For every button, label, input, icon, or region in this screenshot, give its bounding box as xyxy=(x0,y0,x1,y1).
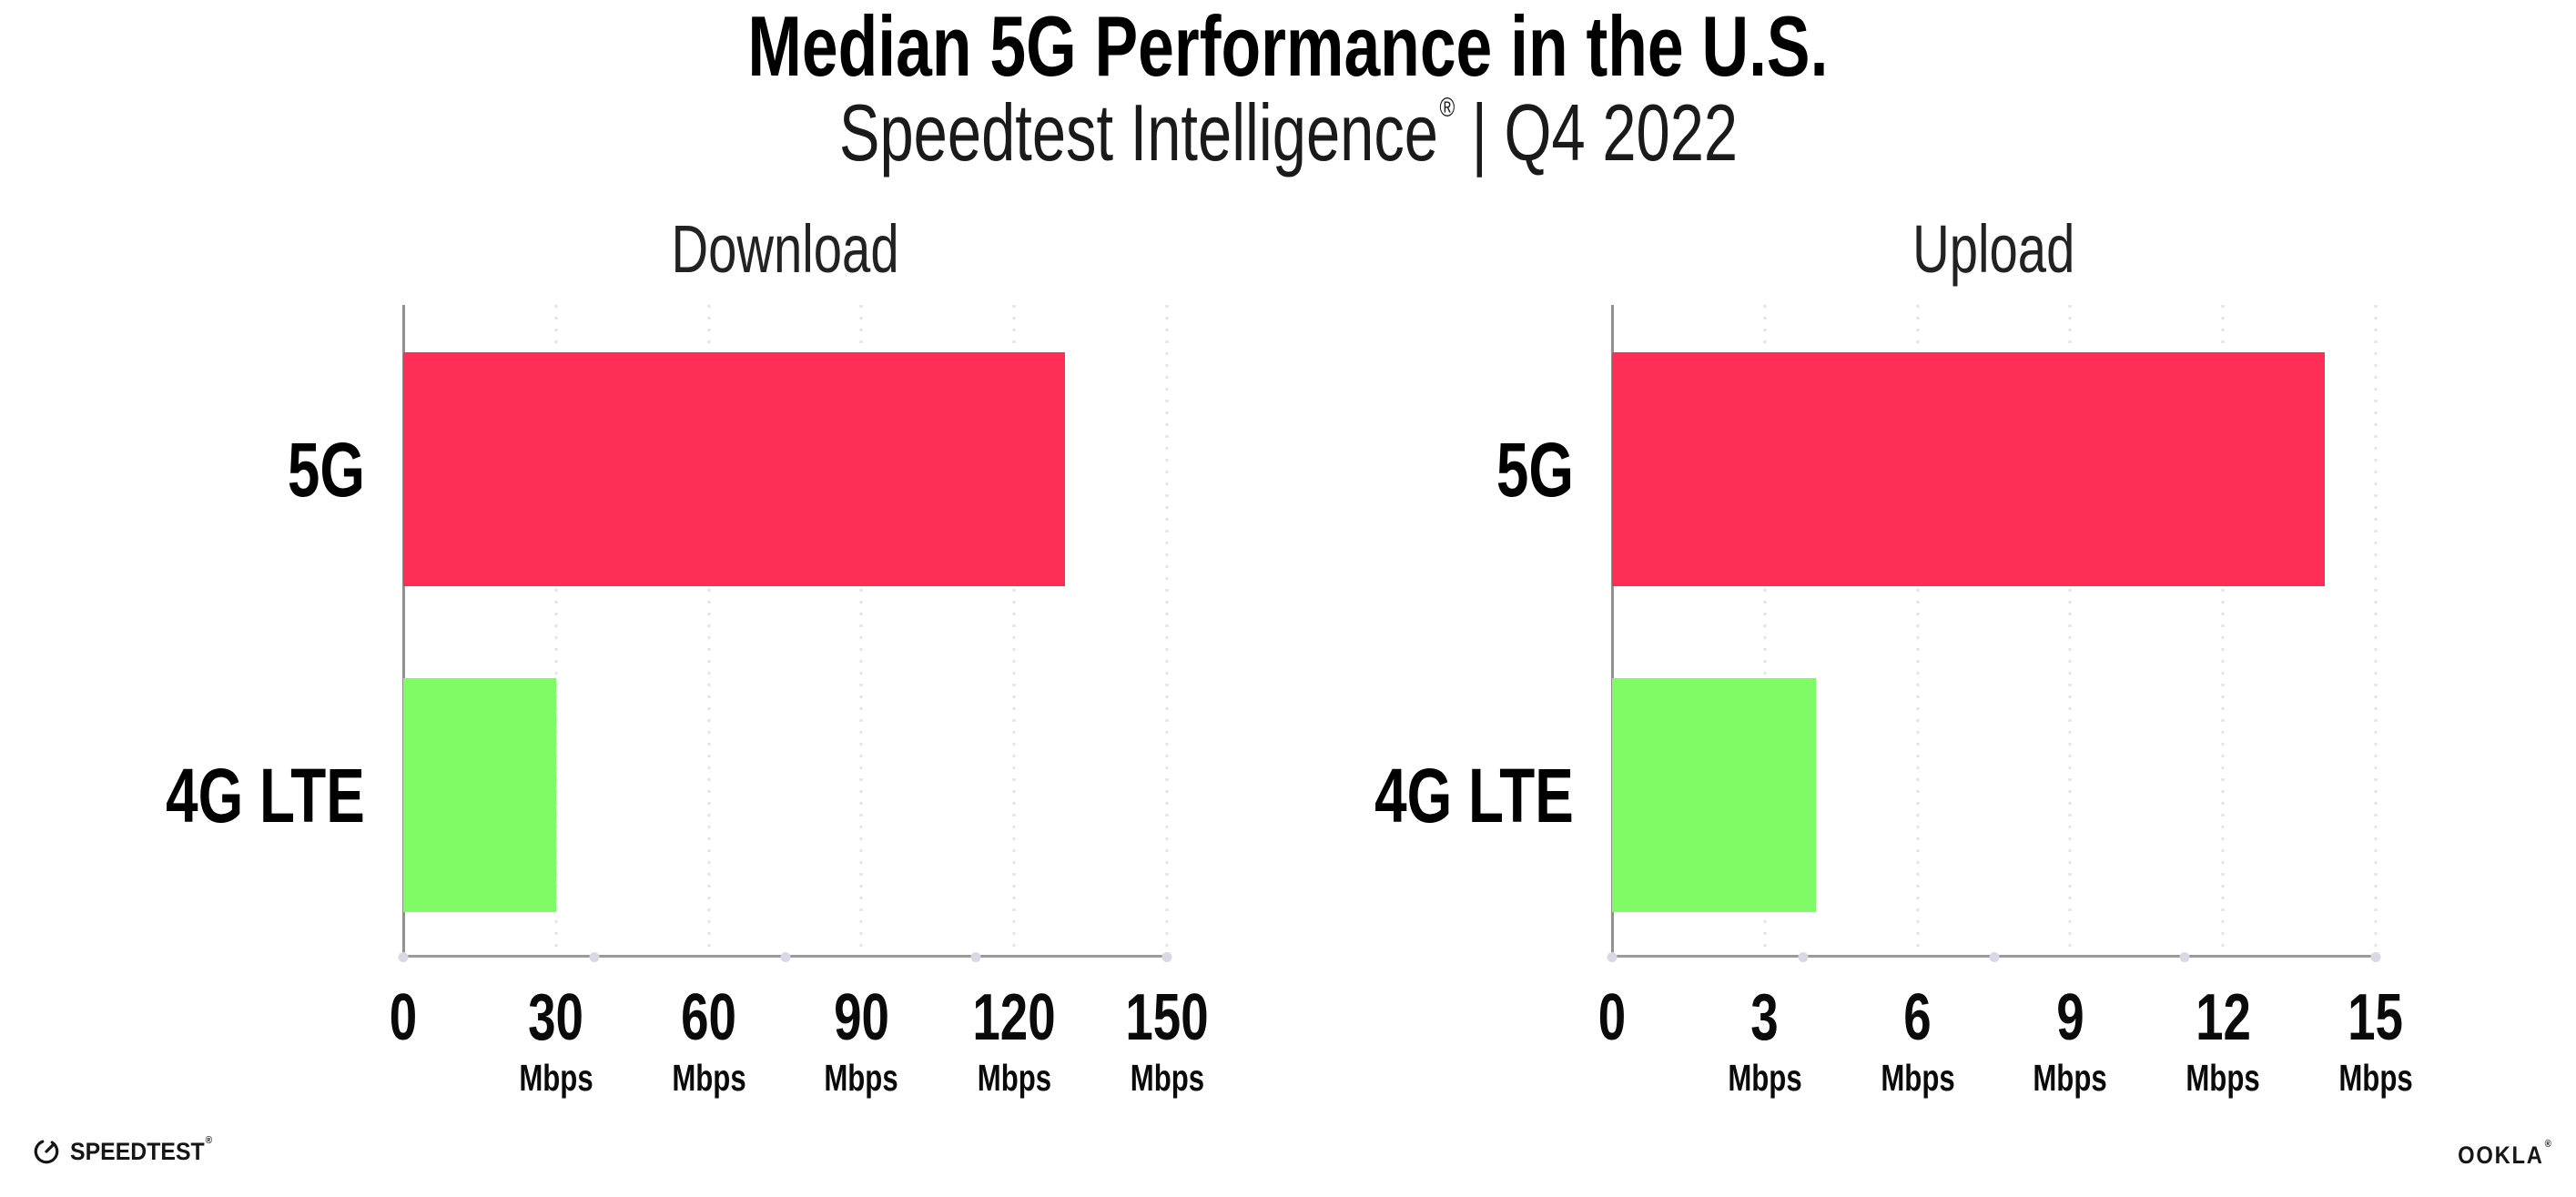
gridline-3 xyxy=(1763,305,1767,956)
bar-4g-lte xyxy=(1612,678,1816,912)
axis-dot xyxy=(970,952,981,962)
axis-dot xyxy=(1607,952,1618,962)
x-tick-unit: Mbps xyxy=(671,1057,746,1099)
x-tick-150: 150 Mbps xyxy=(1112,956,1222,1097)
gridline-6 xyxy=(1916,305,1920,956)
x-tick-value: 120 xyxy=(972,981,1056,1054)
y-axis-line xyxy=(402,305,405,956)
gridline-9 xyxy=(2068,305,2072,956)
ookla-wordmark: OOKLA® xyxy=(2458,1140,2552,1169)
category-label-text: 5G xyxy=(287,426,365,512)
axis-dot xyxy=(1798,952,1809,962)
speedtest-gauge-icon xyxy=(33,1138,60,1165)
x-tick-unit: Mbps xyxy=(1130,1057,1204,1099)
gridline-60 xyxy=(707,305,711,956)
category-label-4g-lte: 4G LTE xyxy=(1312,757,1574,834)
x-tick-value: 60 xyxy=(681,981,737,1054)
x-tick-90: 90 Mbps xyxy=(813,956,910,1097)
speedtest-wordmark: SPEEDTEST® xyxy=(70,1135,212,1165)
page-title: Median 5G Performance in the U.S. xyxy=(0,4,2576,89)
download-chart-title: Download xyxy=(403,216,1167,283)
download-chart: Download 5G 4G LTE 0 30 Mbps 60 Mbps 90 Mbps 120… xyxy=(166,216,1208,1097)
ookla-registered-mark-icon: ® xyxy=(2544,1139,2553,1150)
axis-dot xyxy=(1989,952,1999,962)
x-tick-60: 60 Mbps xyxy=(660,956,757,1097)
page-title-text: Median 5G Performance in the U.S. xyxy=(747,0,1829,94)
gridline-30 xyxy=(554,305,558,956)
x-tick-value: 3 xyxy=(1750,981,1780,1054)
x-tick-unit: Mbps xyxy=(2338,1057,2413,1099)
x-tick-15: 15 Mbps xyxy=(2327,956,2424,1097)
category-label-4g-lte: 4G LTE xyxy=(103,757,365,834)
x-tick-unit: Mbps xyxy=(2033,1057,2108,1099)
x-tick-unit: Mbps xyxy=(977,1057,1051,1099)
axis-dot xyxy=(2179,952,2190,962)
axis-dot xyxy=(780,952,790,962)
upload-chart-title: Upload xyxy=(1612,216,2376,283)
ookla-logo: OOKLA® xyxy=(2445,1140,2552,1169)
download-chart-title-text: Download xyxy=(671,211,899,287)
x-tick-3: 3 Mbps xyxy=(1716,956,1813,1097)
speedtest-wordmark-text: SPEEDTEST xyxy=(70,1137,205,1165)
x-tick-unit: Mbps xyxy=(1880,1057,1955,1099)
x-tick-value: 12 xyxy=(2195,981,2251,1054)
x-tick-value: 0 xyxy=(1597,981,1627,1054)
bar-5g xyxy=(403,352,1066,586)
x-tick-120: 120 Mbps xyxy=(959,956,1069,1097)
bar-5g xyxy=(1612,352,2326,586)
y-axis-line xyxy=(1611,305,1614,956)
axis-dot xyxy=(1161,952,1172,962)
subtitle-period: | Q4 2022 xyxy=(1471,87,1738,178)
upload-chart-title-text: Upload xyxy=(1912,211,2075,287)
x-tick-30: 30 Mbps xyxy=(507,956,604,1097)
ookla-wordmark-text: OOKLA xyxy=(2458,1141,2545,1169)
x-tick-value: 30 xyxy=(528,981,584,1054)
gridline-15 xyxy=(2374,305,2378,956)
download-x-ticks: 0 30 Mbps 60 Mbps 90 Mbps 120 Mbps 150 Mbps xyxy=(390,956,1209,1101)
x-tick-value: 6 xyxy=(1903,981,1932,1054)
axis-dot xyxy=(589,952,600,962)
x-tick-0: 0 xyxy=(1594,956,1630,1050)
upload-plot-area: 5G 4G LTE xyxy=(1374,305,2381,962)
x-tick-unit: Mbps xyxy=(824,1057,899,1099)
x-tick-value: 150 xyxy=(1125,981,1209,1054)
bar-4g-lte xyxy=(403,678,556,912)
axis-dot xyxy=(2370,952,2381,962)
category-label-5g: 5G xyxy=(1472,431,1574,508)
x-tick-6: 6 Mbps xyxy=(1869,956,1966,1097)
upload-x-ticks: 0 3 Mbps 6 Mbps 9 Mbps 12 Mbps 15 Mbps xyxy=(1598,956,2413,1101)
subtitle-brand: Speedtest Intelligence xyxy=(838,87,1438,178)
x-tick-value: 15 xyxy=(2348,981,2404,1054)
x-tick-value: 90 xyxy=(833,981,889,1054)
axis-dot xyxy=(398,952,409,962)
x-tick-unit: Mbps xyxy=(1728,1057,1802,1099)
x-tick-12: 12 Mbps xyxy=(2175,956,2272,1097)
x-tick-9: 9 Mbps xyxy=(2022,956,2119,1097)
x-tick-0: 0 xyxy=(385,956,421,1050)
registered-mark-icon: ® xyxy=(1439,93,1455,123)
gridline-12 xyxy=(2221,305,2225,956)
speedtest-logo: SPEEDTEST® xyxy=(33,1135,224,1165)
upload-chart: Upload 5G 4G LTE 0 3 Mbps 6 Mbps 9 Mbps 12 Mbps 15… xyxy=(1374,216,2412,1097)
category-label-text: 4G LTE xyxy=(166,752,365,838)
subtitle-inner: Speedtest Intelligence® | Q4 2022 xyxy=(838,93,1737,173)
x-tick-value: 9 xyxy=(2056,981,2084,1054)
category-label-text: 5G xyxy=(1496,426,1574,512)
speedtest-registered-mark-icon: ® xyxy=(205,1134,213,1146)
category-label-text: 4G LTE xyxy=(1374,752,1574,838)
gridline-150 xyxy=(1165,305,1169,956)
download-plot-area: 5G 4G LTE xyxy=(166,305,1172,962)
x-tick-value: 0 xyxy=(389,981,418,1054)
x-tick-unit: Mbps xyxy=(519,1057,593,1099)
page-subtitle: Speedtest Intelligence® | Q4 2022 xyxy=(0,93,2576,173)
gridline-120 xyxy=(1012,305,1016,956)
category-label-5g: 5G xyxy=(263,431,365,508)
gridline-90 xyxy=(859,305,863,956)
x-tick-unit: Mbps xyxy=(2186,1057,2260,1099)
